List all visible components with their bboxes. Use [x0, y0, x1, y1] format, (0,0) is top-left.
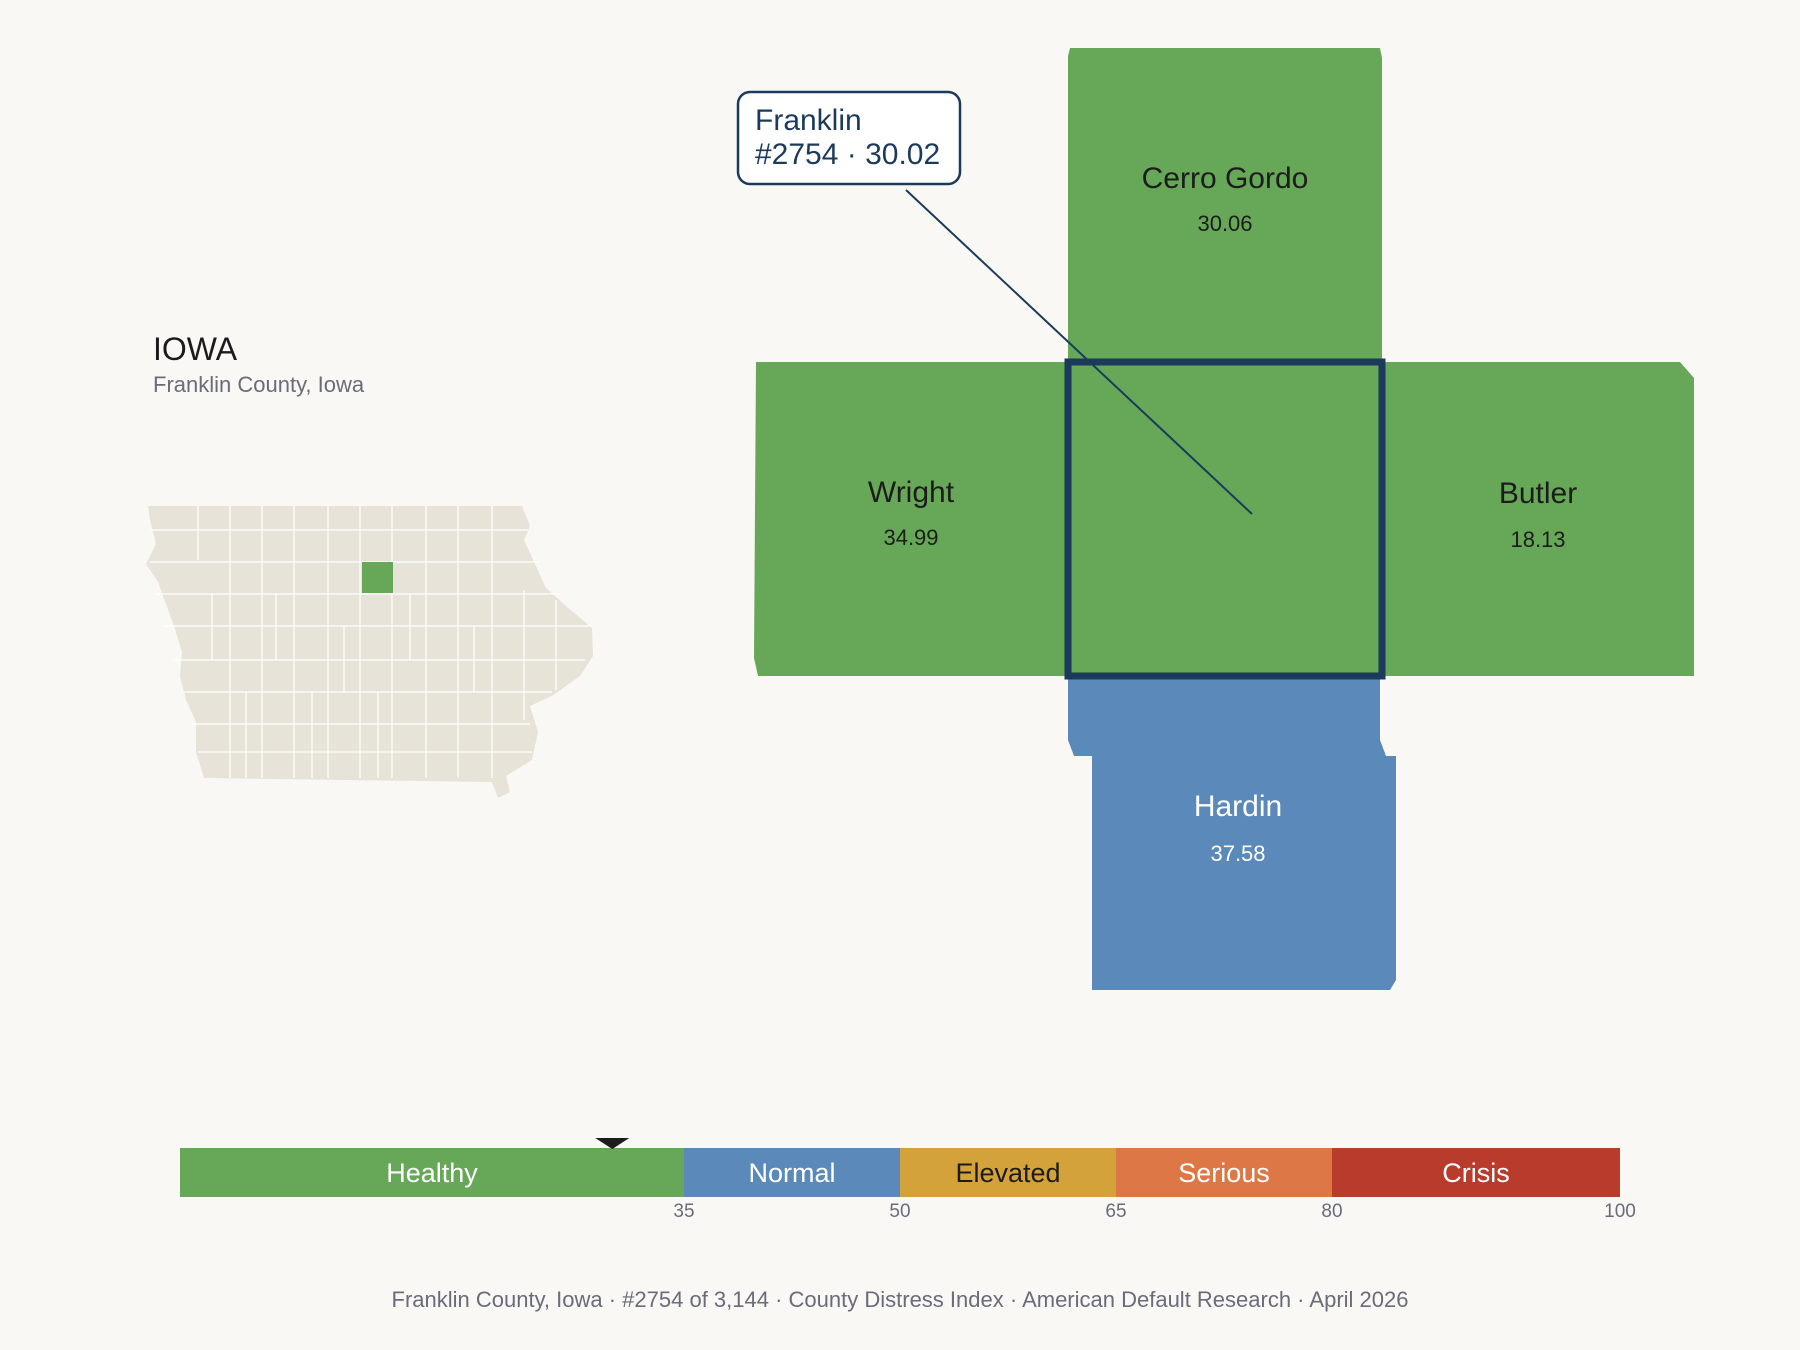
state-title: IOWA — [153, 331, 238, 367]
county-franklin[interactable] — [1064, 358, 1386, 680]
scale-tick-label: 100 — [1604, 1201, 1636, 1222]
scale-tick-label: 50 — [889, 1201, 910, 1222]
county-wright[interactable]: Wright 34.99 — [754, 362, 1068, 676]
county-butler[interactable]: Butler 18.13 — [1382, 362, 1694, 676]
scale-band-label: Normal — [748, 1158, 835, 1188]
callout-box — [736, 90, 962, 186]
scale-tick-label: 35 — [673, 1201, 694, 1222]
footer-caption: Franklin County, Iowa · #2754 of 3,144 ·… — [392, 1287, 1409, 1312]
iowa-franklin-highlight — [362, 562, 393, 593]
iowa-locator-map — [146, 506, 593, 798]
scale-band-label: Serious — [1178, 1158, 1270, 1188]
scale-band-label: Elevated — [955, 1158, 1060, 1188]
distress-scale: Healthy Normal Elevated Serious Crisis 35 50 65… — [180, 1138, 1636, 1222]
county-hardin[interactable]: Hardin 37.58 — [1068, 676, 1396, 990]
callout-leader-line — [905, 189, 1253, 515]
scale-band-label: Healthy — [386, 1158, 478, 1188]
county-label: Wright — [868, 476, 955, 509]
scale-band-label: Crisis — [1442, 1158, 1510, 1188]
county-value: 37.58 — [1210, 841, 1265, 866]
state-subtitle: Franklin County, Iowa — [153, 372, 365, 397]
scale-band-elevated — [900, 1148, 1116, 1197]
scale-band-crisis — [1332, 1148, 1620, 1197]
scale-band-healthy — [180, 1148, 684, 1197]
county-value: 18.13 — [1510, 527, 1565, 552]
scale-tick-label: 65 — [1105, 1201, 1126, 1222]
county-shape — [754, 362, 1068, 676]
franklin-shape — [1068, 362, 1382, 676]
county-cerro-gordo[interactable]: Cerro Gordo 30.06 — [1068, 48, 1382, 362]
county-label: Butler — [1499, 477, 1577, 510]
focus-callout: Franklin #2754 · 30.02 — [736, 90, 1253, 515]
scale-tick-label: 80 — [1321, 1201, 1342, 1222]
county-shape — [1068, 48, 1382, 362]
callout-rank-score: #2754 · 30.02 — [755, 138, 940, 171]
county-label: Hardin — [1194, 790, 1282, 823]
county-value: 30.06 — [1197, 211, 1252, 236]
scale-marker-icon — [595, 1138, 630, 1149]
scale-band-serious — [1116, 1148, 1332, 1197]
callout-county-name: Franklin — [755, 104, 862, 137]
county-shape — [1068, 676, 1396, 990]
scale-band-normal — [684, 1148, 900, 1197]
iowa-county-grid — [150, 506, 592, 778]
iowa-state-shape — [146, 506, 593, 798]
county-value: 34.99 — [883, 525, 938, 550]
franklin-outline — [1064, 358, 1386, 680]
county-label: Cerro Gordo — [1142, 162, 1309, 195]
county-shape — [1382, 362, 1694, 676]
